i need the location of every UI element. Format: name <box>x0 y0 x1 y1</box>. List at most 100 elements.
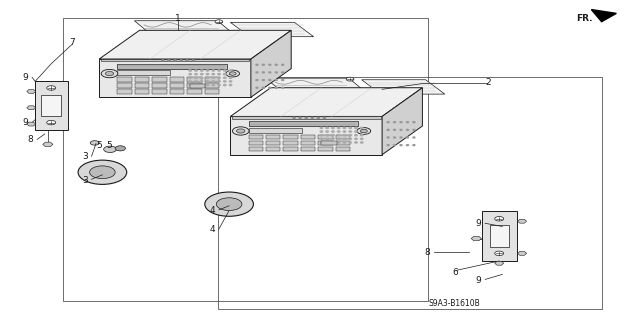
Text: 9: 9 <box>23 73 28 82</box>
Circle shape <box>282 79 284 81</box>
Circle shape <box>192 60 195 61</box>
Polygon shape <box>99 30 291 59</box>
Circle shape <box>223 77 226 78</box>
Text: 7: 7 <box>69 38 74 47</box>
Circle shape <box>282 87 284 88</box>
Circle shape <box>262 64 264 65</box>
Circle shape <box>343 131 346 132</box>
Circle shape <box>282 64 284 65</box>
Text: 9: 9 <box>476 219 481 228</box>
Text: 6: 6 <box>453 268 458 277</box>
Circle shape <box>269 79 271 81</box>
Circle shape <box>256 64 258 65</box>
Bar <box>187 89 202 94</box>
Circle shape <box>168 60 170 61</box>
Polygon shape <box>382 88 422 155</box>
Circle shape <box>256 79 258 81</box>
Circle shape <box>282 72 284 73</box>
Circle shape <box>305 117 307 118</box>
Circle shape <box>189 74 191 75</box>
Bar <box>318 141 333 145</box>
Circle shape <box>299 117 301 118</box>
Circle shape <box>343 135 346 136</box>
Circle shape <box>360 135 363 136</box>
Circle shape <box>206 70 209 71</box>
Circle shape <box>195 81 197 82</box>
Circle shape <box>400 122 402 123</box>
Bar <box>284 135 298 139</box>
Bar <box>117 70 170 76</box>
Circle shape <box>337 127 340 129</box>
Polygon shape <box>43 142 53 146</box>
Circle shape <box>229 77 232 78</box>
Circle shape <box>195 77 197 78</box>
Bar <box>318 147 333 151</box>
Circle shape <box>413 137 415 138</box>
Circle shape <box>90 141 99 145</box>
Bar <box>248 128 301 133</box>
Circle shape <box>355 131 357 132</box>
Circle shape <box>218 77 220 78</box>
Circle shape <box>78 160 127 184</box>
Bar <box>190 84 205 88</box>
Bar <box>187 78 202 82</box>
Circle shape <box>406 137 408 138</box>
Circle shape <box>320 135 323 136</box>
Circle shape <box>195 70 197 71</box>
Bar <box>301 147 316 151</box>
Polygon shape <box>495 261 504 265</box>
Polygon shape <box>27 90 36 93</box>
Circle shape <box>275 64 277 65</box>
Polygon shape <box>230 22 314 37</box>
Bar <box>248 147 263 151</box>
Circle shape <box>326 138 328 139</box>
Circle shape <box>262 72 264 73</box>
Bar <box>248 121 358 126</box>
Circle shape <box>269 87 271 88</box>
Bar <box>205 89 219 94</box>
Circle shape <box>413 145 415 146</box>
Circle shape <box>262 79 264 81</box>
Circle shape <box>200 81 203 82</box>
Circle shape <box>200 70 203 71</box>
Bar <box>135 89 149 94</box>
Bar <box>135 83 149 88</box>
Circle shape <box>360 129 367 133</box>
Circle shape <box>346 77 354 81</box>
Circle shape <box>495 251 504 256</box>
Circle shape <box>200 77 203 78</box>
Polygon shape <box>591 10 616 22</box>
Bar <box>232 116 381 119</box>
Circle shape <box>90 166 115 179</box>
Bar <box>336 141 350 145</box>
Circle shape <box>223 74 226 75</box>
Circle shape <box>343 142 346 143</box>
Circle shape <box>218 70 220 71</box>
Circle shape <box>162 60 164 61</box>
Circle shape <box>343 127 346 129</box>
Circle shape <box>413 129 415 130</box>
Bar <box>266 147 280 151</box>
Circle shape <box>332 127 334 129</box>
Circle shape <box>332 135 334 136</box>
Circle shape <box>326 131 328 132</box>
Circle shape <box>387 122 389 123</box>
Circle shape <box>256 87 258 88</box>
Polygon shape <box>518 251 527 255</box>
Polygon shape <box>266 78 368 94</box>
Circle shape <box>293 117 295 118</box>
Polygon shape <box>471 236 481 241</box>
Circle shape <box>229 72 236 75</box>
Circle shape <box>47 86 56 90</box>
Bar <box>336 135 350 139</box>
Text: 5: 5 <box>97 141 102 150</box>
Circle shape <box>337 135 340 136</box>
Circle shape <box>326 142 328 143</box>
Text: 3: 3 <box>83 176 88 185</box>
Circle shape <box>394 145 396 146</box>
Circle shape <box>387 145 389 146</box>
Circle shape <box>332 142 334 143</box>
Circle shape <box>355 142 357 143</box>
Circle shape <box>237 129 245 133</box>
Polygon shape <box>134 21 237 37</box>
